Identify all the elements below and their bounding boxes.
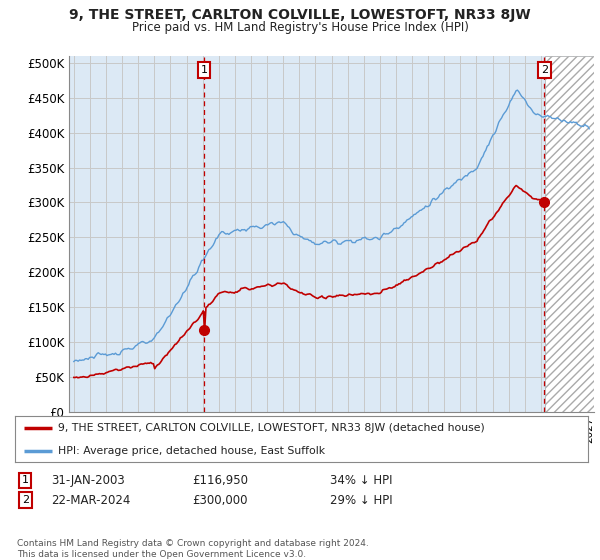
Text: 34% ↓ HPI: 34% ↓ HPI [330,474,392,487]
Text: 9, THE STREET, CARLTON COLVILLE, LOWESTOFT, NR33 8JW: 9, THE STREET, CARLTON COLVILLE, LOWESTO… [69,8,531,22]
Text: 31-JAN-2003: 31-JAN-2003 [51,474,125,487]
Text: HPI: Average price, detached house, East Suffolk: HPI: Average price, detached house, East… [58,446,325,455]
Text: Price paid vs. HM Land Registry's House Price Index (HPI): Price paid vs. HM Land Registry's House … [131,21,469,34]
Text: 9, THE STREET, CARLTON COLVILLE, LOWESTOFT, NR33 8JW (detached house): 9, THE STREET, CARLTON COLVILLE, LOWESTO… [58,423,485,432]
Text: 1: 1 [200,65,208,75]
Text: 2: 2 [22,495,29,505]
Text: 2: 2 [541,65,548,75]
Bar [545,56,594,412]
Bar [545,56,594,412]
Text: £116,950: £116,950 [192,474,248,487]
Text: 22-MAR-2024: 22-MAR-2024 [51,493,130,507]
Text: 1: 1 [22,475,29,486]
Text: £300,000: £300,000 [192,493,248,507]
Text: 29% ↓ HPI: 29% ↓ HPI [330,493,392,507]
Text: Contains HM Land Registry data © Crown copyright and database right 2024.
This d: Contains HM Land Registry data © Crown c… [17,539,368,559]
